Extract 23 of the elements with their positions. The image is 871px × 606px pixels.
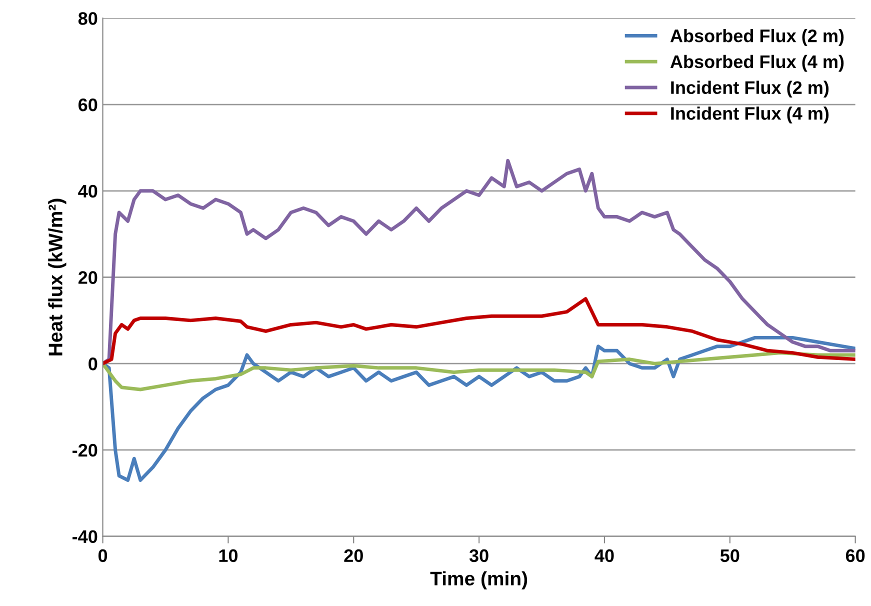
y-tick-label: 60: [78, 98, 98, 112]
line-series: [102, 336, 856, 482]
legend-label: Incident Flux (4 m): [671, 106, 829, 124]
legend-label: Incident Flux (2 m): [671, 80, 829, 98]
x-tick-label: 10: [219, 549, 238, 562]
legend-label: Absorbed Flux (2 m): [670, 29, 844, 46]
y-tick-label: -20: [72, 444, 98, 457]
y-tick-label: 80: [78, 12, 98, 25]
x-tick-label: 30: [469, 549, 488, 562]
y-tick-label: 20: [78, 271, 98, 284]
y-tick-label: 0: [88, 358, 98, 370]
line-series: [102, 297, 856, 366]
x-tick-label: 40: [594, 549, 614, 562]
x-tick-label: 20: [344, 549, 363, 562]
legend-label: Absorbed Flux (4 m): [670, 54, 844, 72]
x-axis-title: Time (min): [430, 571, 528, 590]
y-tick-label: 40: [78, 184, 98, 198]
line-series: [102, 351, 856, 392]
y-tick-label: -40: [72, 530, 98, 544]
x-tick-label: 60: [846, 549, 865, 562]
x-tick-label: 0: [98, 549, 108, 562]
y-axis-title: Heat flux (kW/m²): [48, 198, 66, 356]
x-tick-label: 50: [720, 549, 740, 562]
